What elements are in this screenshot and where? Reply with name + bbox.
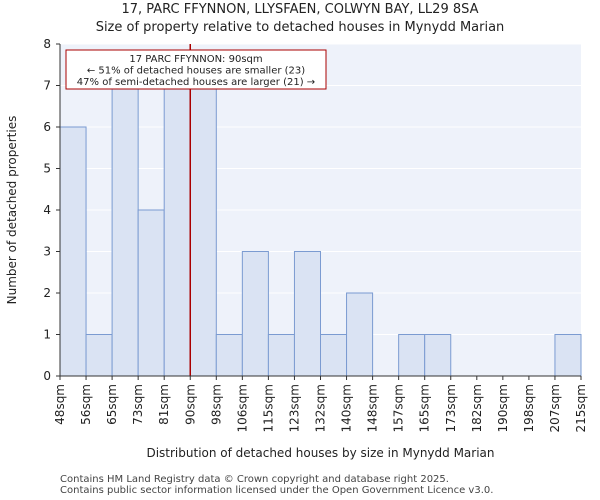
- x-tick-label: 140sqm: [340, 384, 354, 432]
- y-tick-label: 1: [43, 328, 51, 342]
- histogram-bar: [85, 334, 113, 377]
- x-tick-label: 106sqm: [235, 384, 249, 432]
- x-tick-label: 182sqm: [470, 384, 484, 432]
- histogram-bar: [215, 334, 243, 377]
- y-tick-label: 0: [43, 369, 51, 383]
- x-tick-label: 123sqm: [287, 384, 301, 432]
- y-tick-label: 8: [43, 37, 51, 51]
- x-tick-label: 198sqm: [522, 384, 536, 432]
- y-tick-label: 6: [43, 120, 51, 134]
- annotation-text: 17 PARC FFYNNON: 90sqm: [129, 54, 262, 65]
- annotation-text: ← 51% of detached houses are smaller (23…: [87, 66, 305, 77]
- x-tick-label: 190sqm: [496, 384, 510, 432]
- histogram-bar: [554, 334, 582, 377]
- x-tick-label: 90sqm: [183, 384, 197, 425]
- x-tick-label: 148sqm: [366, 384, 380, 432]
- histogram-bar: [346, 292, 374, 377]
- chart-title-line1: 17, PARC FFYNNON, LLYSFAEN, COLWYN BAY, …: [121, 2, 479, 17]
- x-tick-label: 65sqm: [105, 384, 119, 425]
- histogram-bar: [424, 334, 452, 377]
- x-axis-label: Distribution of detached houses by size …: [146, 446, 494, 460]
- footer-copyright: Contains HM Land Registry data © Crown c…: [60, 474, 449, 485]
- histogram-chart: 0 1 2 3 4 5 6 7 8 48sqm 56sqm 65sqm 73sqm 81sqm 90sqm 9…: [5, 37, 588, 460]
- x-tick-label: 173sqm: [444, 384, 458, 432]
- histogram-bar: [59, 126, 87, 377]
- x-tick-label: 73sqm: [131, 384, 145, 425]
- footer-licence: Contains public sector information licen…: [60, 485, 494, 496]
- x-tick-label: 98sqm: [209, 384, 223, 425]
- chart-title-line2: Size of property relative to detached ho…: [95, 20, 505, 35]
- histogram-bar: [111, 85, 139, 377]
- histogram-bar: [137, 209, 165, 377]
- histogram-bar: [293, 251, 322, 377]
- x-tick-label: 115sqm: [261, 384, 275, 432]
- histogram-bar: [267, 334, 295, 377]
- x-tick-label: 207sqm: [548, 384, 562, 432]
- x-tick-label: 157sqm: [392, 384, 406, 432]
- y-tick-label: 3: [43, 245, 51, 259]
- y-tick-label: 7: [43, 79, 51, 93]
- histogram-bar: [189, 85, 217, 377]
- histogram-bar: [320, 334, 348, 377]
- y-tick-label: 2: [43, 286, 51, 300]
- histogram-bar: [163, 85, 191, 377]
- histogram-bar: [241, 251, 269, 377]
- y-axis-label: Number of detached properties: [5, 116, 19, 305]
- x-tick-label: 132sqm: [314, 384, 328, 432]
- x-tick-label: 165sqm: [418, 384, 432, 432]
- x-tick-label: 48sqm: [53, 384, 67, 425]
- y-tick-label: 5: [43, 162, 51, 176]
- annotation-text: 47% of semi-detached houses are larger (…: [77, 77, 315, 88]
- histogram-bar: [398, 334, 426, 377]
- annotation-box: [65, 49, 327, 90]
- x-tick-label: 215sqm: [574, 384, 588, 432]
- x-tick-label: 56sqm: [79, 384, 93, 425]
- x-tick-label: 81sqm: [157, 384, 171, 425]
- y-tick-label: 4: [43, 203, 51, 217]
